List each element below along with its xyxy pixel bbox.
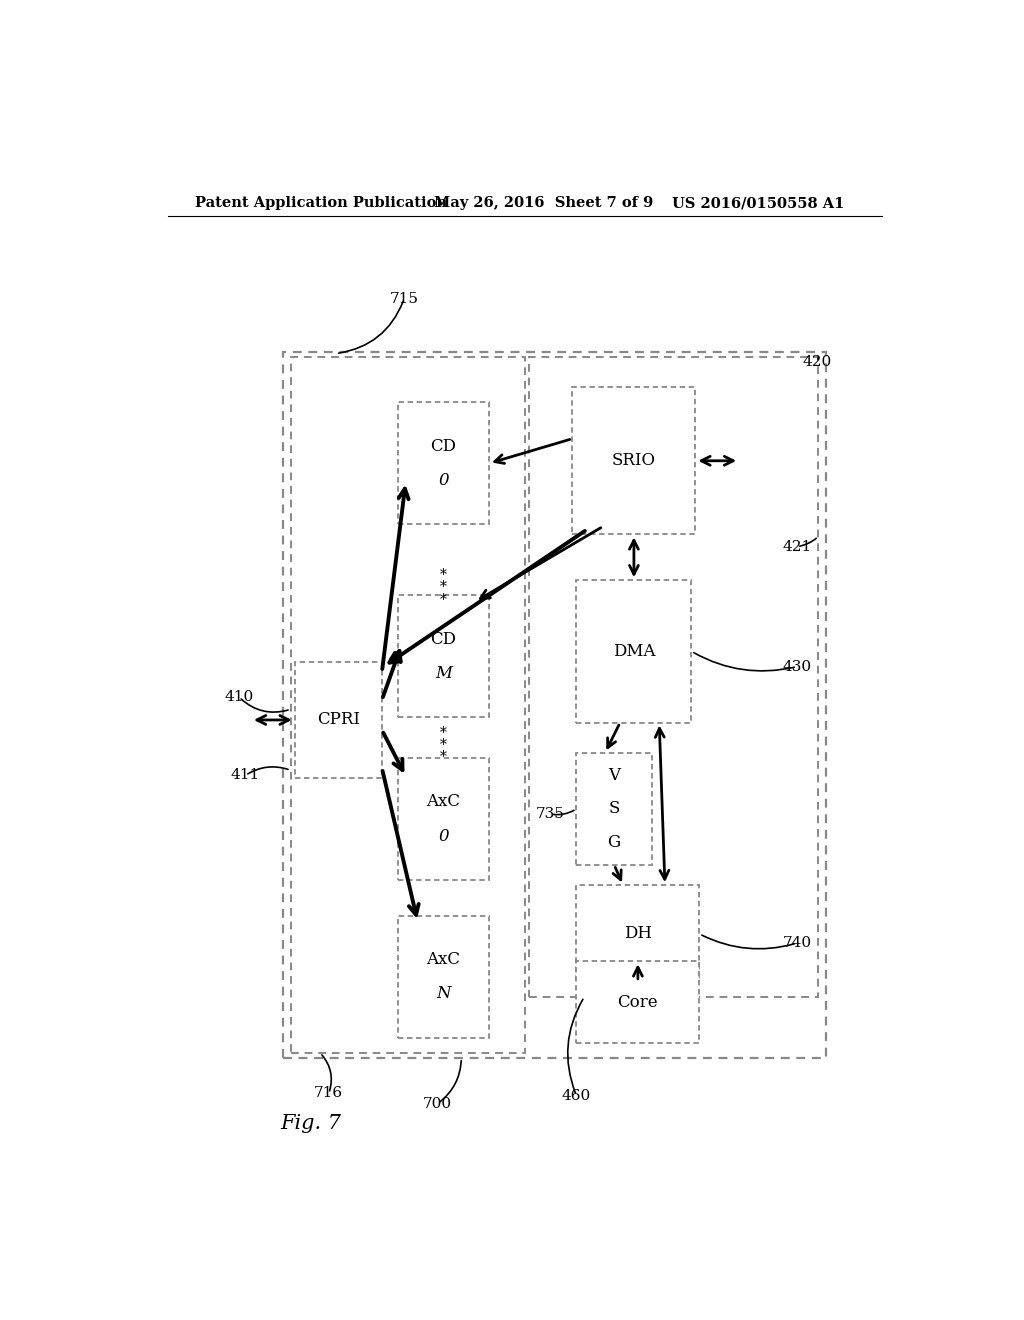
- Bar: [397, 758, 489, 880]
- Text: SRIO: SRIO: [612, 453, 656, 470]
- Bar: [397, 595, 489, 718]
- Text: 410: 410: [224, 690, 254, 704]
- Text: 715: 715: [390, 292, 419, 306]
- Text: Fig. 7: Fig. 7: [280, 1114, 341, 1134]
- Text: May 26, 2016  Sheet 7 of 9: May 26, 2016 Sheet 7 of 9: [433, 197, 652, 210]
- Bar: [397, 916, 489, 1038]
- Text: 0: 0: [438, 828, 449, 845]
- Text: DMA: DMA: [612, 643, 655, 660]
- Text: G: G: [607, 834, 621, 851]
- Text: 421: 421: [782, 540, 812, 553]
- Text: *: *: [439, 581, 446, 594]
- Bar: [577, 961, 699, 1043]
- Text: AxC: AxC: [426, 793, 461, 810]
- Bar: [528, 356, 818, 997]
- Text: S: S: [608, 800, 620, 817]
- Bar: [283, 351, 826, 1057]
- Bar: [295, 661, 382, 779]
- Text: 460: 460: [562, 1089, 591, 1102]
- Text: Core: Core: [617, 994, 658, 1011]
- Text: *: *: [439, 750, 446, 764]
- Text: DH: DH: [624, 925, 652, 942]
- Text: CD: CD: [430, 438, 457, 455]
- Bar: [577, 752, 651, 865]
- Text: 740: 740: [782, 936, 812, 950]
- Text: 0: 0: [438, 471, 449, 488]
- Text: 420: 420: [802, 355, 831, 368]
- Text: *: *: [439, 726, 446, 739]
- Bar: [397, 403, 489, 524]
- Text: 700: 700: [423, 1097, 452, 1110]
- Text: Patent Application Publication: Patent Application Publication: [196, 197, 447, 210]
- Text: M: M: [435, 665, 452, 682]
- Text: 430: 430: [782, 660, 812, 673]
- Text: 735: 735: [536, 807, 564, 821]
- Text: *: *: [439, 738, 446, 752]
- Text: N: N: [436, 985, 451, 1002]
- Bar: [572, 387, 695, 535]
- Text: 411: 411: [230, 768, 260, 783]
- Text: V: V: [608, 767, 621, 784]
- Text: *: *: [439, 593, 446, 606]
- Text: US 2016/0150558 A1: US 2016/0150558 A1: [672, 197, 844, 210]
- Text: *: *: [439, 568, 446, 582]
- Text: 716: 716: [314, 1086, 343, 1101]
- Text: CPRI: CPRI: [316, 711, 359, 729]
- Bar: [577, 886, 699, 982]
- Text: AxC: AxC: [426, 950, 461, 968]
- Bar: [577, 581, 691, 722]
- Text: CD: CD: [430, 631, 457, 648]
- Bar: [291, 356, 525, 1053]
